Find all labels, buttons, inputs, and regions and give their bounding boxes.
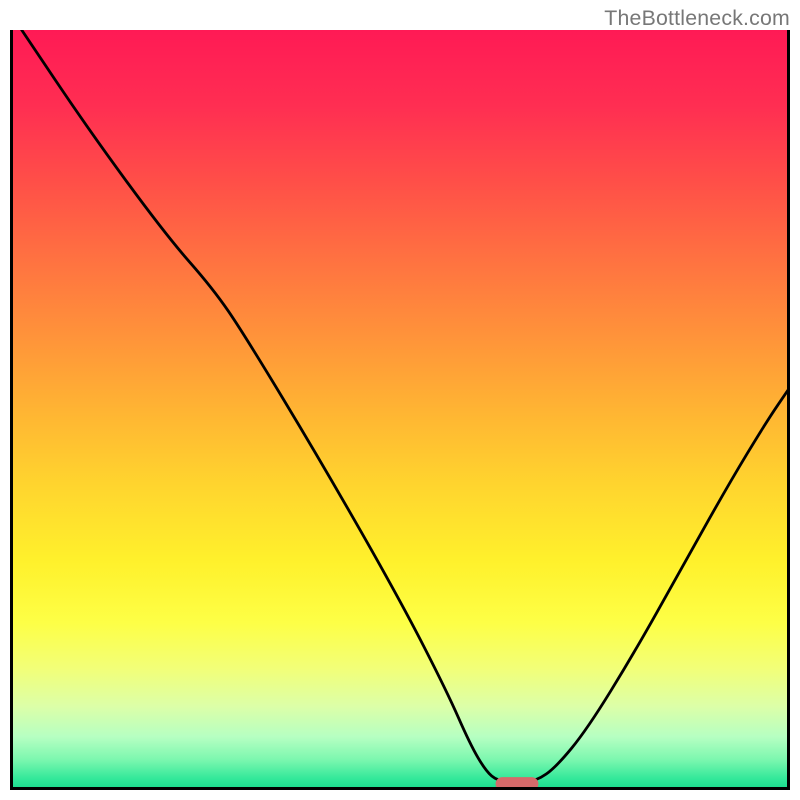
plot-svg (10, 30, 790, 790)
chart-frame: TheBottleneck.com (0, 0, 800, 800)
watermark-text: TheBottleneck.com (604, 6, 790, 31)
plot-area (10, 30, 790, 790)
chart-background (10, 30, 790, 790)
